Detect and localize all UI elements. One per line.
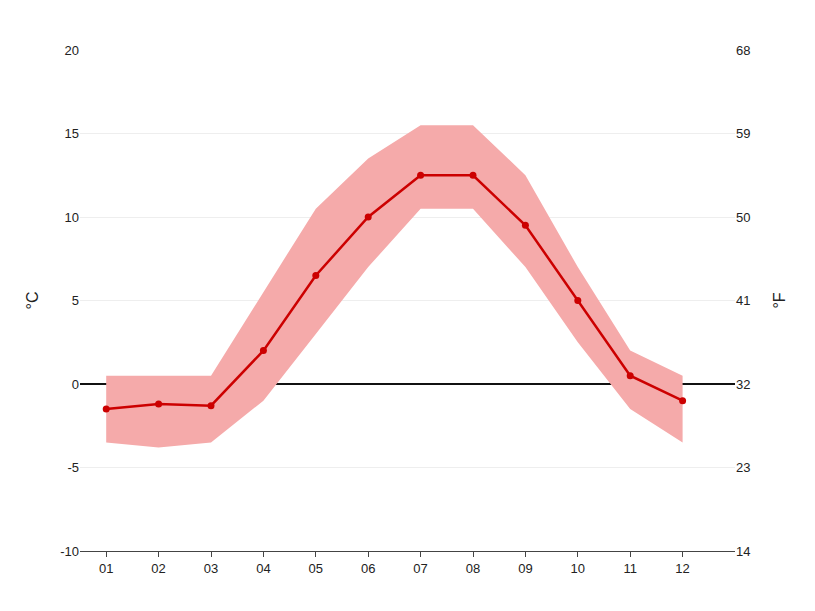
svg-text:02: 02 bbox=[151, 561, 165, 576]
svg-text:11: 11 bbox=[623, 561, 637, 576]
svg-text:10: 10 bbox=[571, 561, 585, 576]
svg-text:32: 32 bbox=[736, 377, 750, 392]
svg-text:14: 14 bbox=[736, 544, 750, 559]
svg-text:06: 06 bbox=[361, 561, 375, 576]
svg-text:04: 04 bbox=[256, 561, 270, 576]
svg-text:03: 03 bbox=[204, 561, 218, 576]
svg-text:01: 01 bbox=[99, 561, 113, 576]
svg-text:5: 5 bbox=[72, 293, 79, 308]
svg-text:23: 23 bbox=[736, 460, 750, 475]
svg-text:68: 68 bbox=[736, 43, 750, 58]
svg-text:05: 05 bbox=[309, 561, 323, 576]
svg-text:59: 59 bbox=[736, 126, 750, 141]
svg-text:41: 41 bbox=[736, 293, 750, 308]
svg-text:-10: -10 bbox=[60, 544, 79, 559]
svg-text:08: 08 bbox=[466, 561, 480, 576]
svg-text:09: 09 bbox=[518, 561, 532, 576]
svg-text:12: 12 bbox=[675, 561, 689, 576]
svg-text:07: 07 bbox=[413, 561, 427, 576]
svg-text:°F: °F bbox=[771, 292, 788, 308]
svg-text:15: 15 bbox=[65, 126, 79, 141]
svg-text:°C: °C bbox=[24, 292, 41, 310]
svg-text:10: 10 bbox=[65, 210, 79, 225]
svg-text:0: 0 bbox=[72, 377, 79, 392]
svg-text:-5: -5 bbox=[67, 460, 79, 475]
svg-text:20: 20 bbox=[65, 43, 79, 58]
svg-text:50: 50 bbox=[736, 210, 750, 225]
